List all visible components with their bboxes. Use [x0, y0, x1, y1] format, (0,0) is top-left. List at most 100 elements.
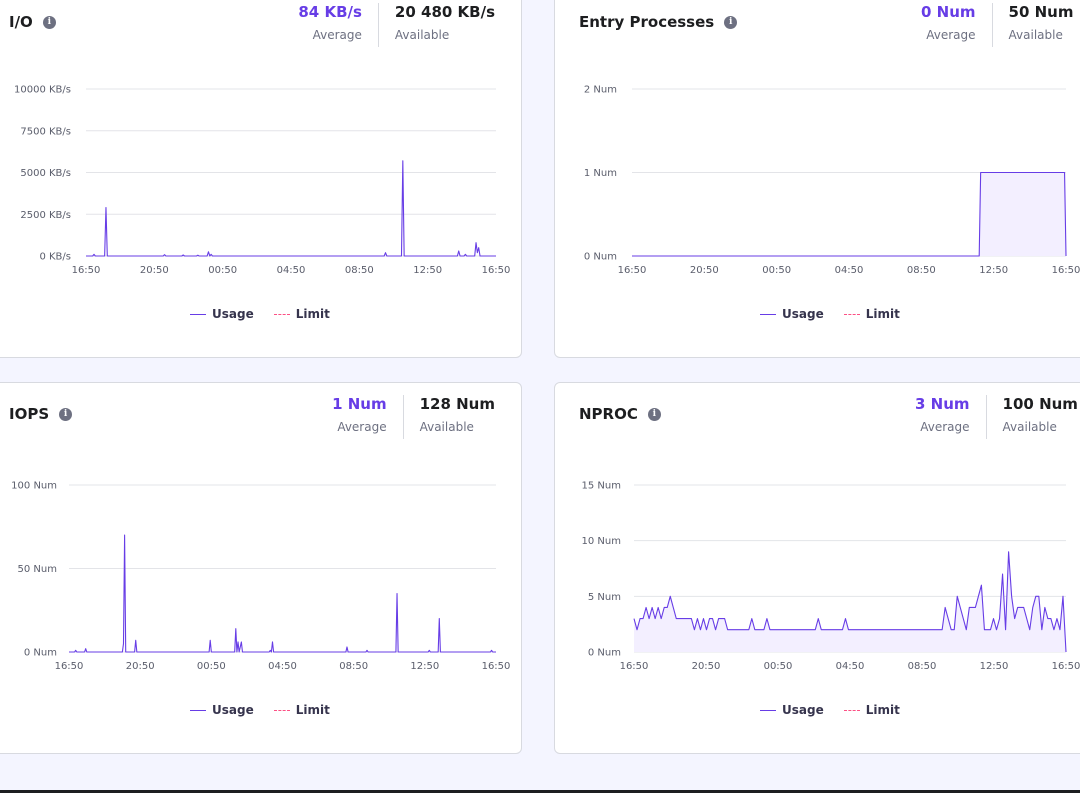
entry-average: 0 Num Average	[921, 3, 976, 47]
io-available-label: Available	[394, 28, 450, 42]
iops-average-label: Average	[337, 420, 387, 434]
nproc-stats: 3 Num Average 100 Num Available	[915, 395, 1078, 439]
x-tick-label: 08:50	[345, 265, 374, 276]
nproc-title: NPROC i	[579, 405, 661, 423]
entry-average-value: 0 Num	[921, 3, 976, 21]
usage-line-icon	[760, 313, 776, 315]
limit-dash-icon	[843, 709, 860, 711]
io-average: 84 KB/s Average	[298, 3, 362, 47]
legend-usage[interactable]: Usage	[760, 703, 824, 717]
limit-dash-icon	[843, 313, 860, 315]
limit-dash-icon	[273, 313, 290, 315]
nproc-available: 100 Num Available	[1003, 395, 1078, 439]
entry-legend: Usage Limit	[760, 307, 920, 321]
x-tick-label: 16:50	[1052, 265, 1080, 276]
legend-limit[interactable]: Limit	[273, 307, 330, 321]
iops-title: IOPS i	[9, 405, 73, 423]
nproc-average-value: 3 Num	[915, 395, 970, 413]
x-tick-label: 00:50	[197, 661, 226, 672]
x-tick-label: 08:50	[907, 265, 936, 276]
x-tick-label: 16:50	[1052, 661, 1080, 672]
x-tick-label: 16:50	[482, 265, 511, 276]
y-tick-label: 0 Num	[588, 648, 621, 659]
nproc-chart[interactable]: 15 Num 10 Num 5 Num 0 Num 16:50 20:50 00:50 04:…	[555, 383, 1080, 683]
x-tick-label: 04:50	[268, 661, 297, 672]
info-icon[interactable]: i	[647, 407, 661, 421]
info-icon[interactable]: i	[59, 407, 73, 421]
usage-line-icon	[190, 709, 206, 711]
legend-limit[interactable]: Limit	[843, 307, 900, 321]
y-tick-label: 0 KB/s	[39, 252, 71, 263]
iops-available: 128 Num Available	[420, 395, 495, 439]
x-tick-label: 16:50	[55, 661, 84, 672]
stat-divider	[985, 395, 987, 439]
y-tick-label: 15 Num	[582, 481, 621, 492]
info-icon[interactable]: i	[42, 15, 56, 29]
bottom-rule	[0, 790, 1080, 793]
iops-legend: Usage Limit	[190, 703, 350, 717]
legend-limit[interactable]: Limit	[273, 703, 330, 717]
x-tick-label: 16:50	[620, 661, 649, 672]
y-tick-label: 0 Num	[584, 252, 617, 263]
y-tick-label: 1 Num	[584, 168, 617, 179]
x-tick-label: 20:50	[140, 265, 169, 276]
entry-title: Entry Processes i	[579, 13, 738, 31]
iops-chart[interactable]: 100 Num 50 Num 0 Num 16:50 20:50 00:50 04:50 08…	[0, 383, 523, 683]
x-tick-label: 20:50	[690, 265, 719, 276]
x-tick-label: 20:50	[126, 661, 155, 672]
y-tick-label: 10000 KB/s	[14, 85, 71, 96]
entry-processes-chart[interactable]: 2 Num 1 Num 0 Num 16:50 20:50 00:50 04:50 08:50…	[555, 0, 1080, 291]
nproc-average-label: Average	[920, 420, 970, 434]
legend-usage[interactable]: Usage	[760, 307, 824, 321]
nproc-available-label: Available	[1002, 420, 1057, 434]
usage-series-line	[632, 171, 1067, 257]
x-tick-label: 04:50	[835, 265, 864, 276]
nproc-average: 3 Num Average	[915, 395, 970, 439]
x-tick-label: 20:50	[692, 661, 721, 672]
usage-line-icon	[760, 709, 776, 711]
limit-dash-icon	[273, 709, 290, 711]
y-tick-label: 5000 KB/s	[20, 168, 71, 179]
x-tick-label: 04:50	[836, 661, 865, 672]
usage-area	[634, 551, 1066, 652]
x-tick-label: 04:50	[277, 265, 306, 276]
x-tick-label: 12:50	[979, 265, 1008, 276]
io-stats: 84 KB/s Average 20 480 KB/s Available	[298, 3, 495, 47]
entry-processes-card: Entry Processes i 0 Num Average 50 Num A…	[554, 0, 1080, 358]
iops-stats: 1 Num Average 128 Num Available	[332, 395, 495, 439]
legend-usage[interactable]: Usage	[190, 307, 254, 321]
iops-average-value: 1 Num	[332, 395, 387, 413]
io-available-value: 20 480 KB/s	[394, 3, 495, 21]
y-tick-label: 0 Num	[24, 648, 57, 659]
x-tick-label: 08:50	[339, 661, 368, 672]
nproc-card: NPROC i 3 Num Average 100 Num Available …	[554, 382, 1080, 754]
iops-available-value: 128 Num	[419, 395, 495, 413]
y-tick-label: 2 Num	[584, 85, 617, 96]
y-tick-label: 7500 KB/s	[20, 126, 71, 137]
nproc-legend: Usage Limit	[760, 703, 920, 717]
io-average-label: Average	[312, 28, 362, 42]
x-tick-label: 16:50	[72, 265, 101, 276]
entry-available-value: 50 Num	[1008, 3, 1074, 21]
io-legend: Usage Limit	[190, 307, 350, 321]
x-tick-label: 12:50	[413, 265, 442, 276]
y-tick-label: 10 Num	[582, 536, 621, 547]
info-icon[interactable]: i	[724, 15, 738, 29]
y-tick-label: 5 Num	[588, 592, 621, 603]
io-chart[interactable]: 10000 KB/s 7500 KB/s 5000 KB/s 2500 KB/s 0 K…	[0, 0, 523, 291]
legend-usage[interactable]: Usage	[190, 703, 254, 717]
stat-divider	[991, 3, 993, 47]
usage-area	[632, 172, 1066, 256]
iops-card: IOPS i 1 Num Average 128 Num Available 1…	[0, 382, 522, 754]
entry-average-label: Average	[926, 28, 976, 42]
x-tick-label: 00:50	[762, 265, 791, 276]
io-average-value: 84 KB/s	[298, 3, 362, 21]
entry-stats: 0 Num Average 50 Num Available	[921, 3, 1074, 47]
usage-series-line	[633, 551, 1067, 653]
legend-limit[interactable]: Limit	[843, 703, 900, 717]
entry-available-label: Available	[1008, 28, 1063, 42]
io-card: I/O i 84 KB/s Average 20 480 KB/s Availa…	[0, 0, 522, 358]
stat-divider	[377, 3, 379, 47]
y-tick-label: 50 Num	[18, 564, 57, 575]
iops-available-label: Available	[419, 420, 474, 434]
